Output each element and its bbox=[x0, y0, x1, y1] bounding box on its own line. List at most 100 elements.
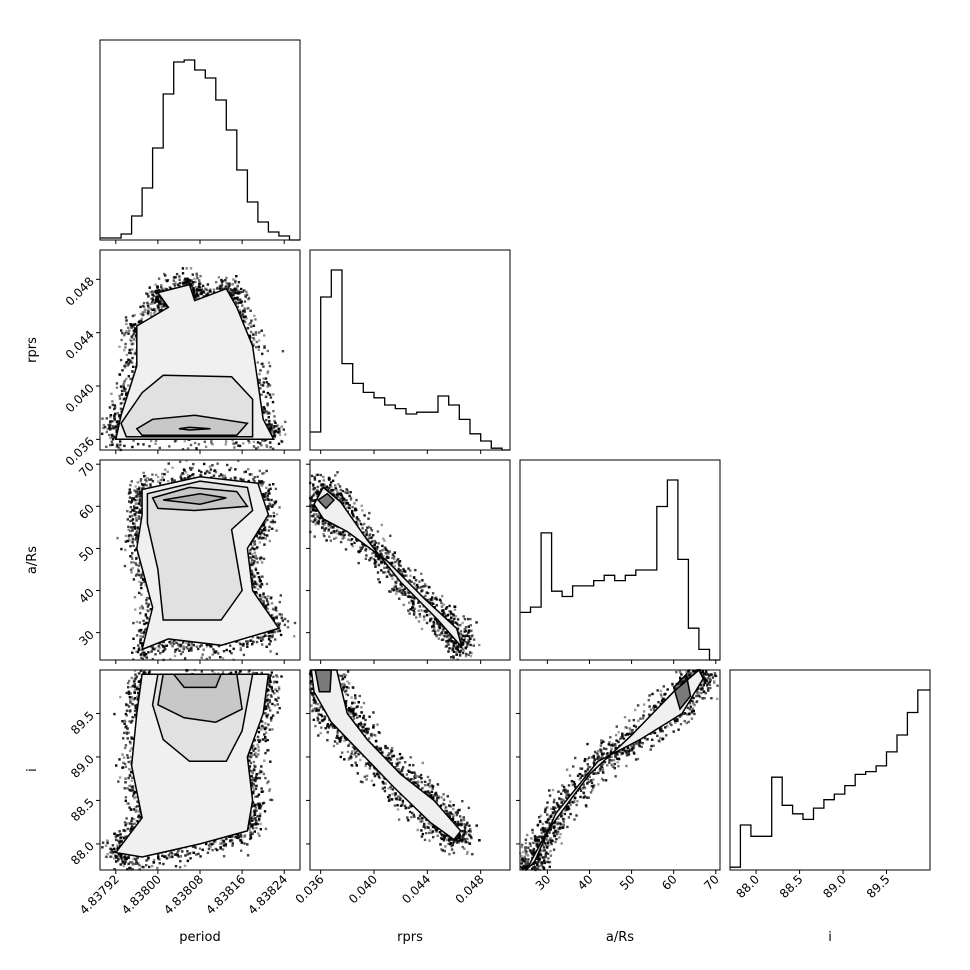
sample-point bbox=[198, 283, 201, 286]
sample-point bbox=[355, 764, 358, 767]
sample-point bbox=[437, 624, 441, 628]
sample-point bbox=[131, 566, 134, 570]
sample-point bbox=[179, 460, 182, 464]
sample-point bbox=[391, 553, 395, 556]
sample-point bbox=[354, 509, 357, 512]
sample-point bbox=[254, 777, 258, 781]
sample-point bbox=[242, 315, 245, 319]
sample-point bbox=[232, 647, 235, 650]
sample-point bbox=[185, 641, 188, 645]
sample-point bbox=[135, 491, 138, 494]
sample-point bbox=[185, 459, 188, 462]
sample-point bbox=[430, 617, 433, 620]
sample-point bbox=[466, 642, 470, 645]
sample-point bbox=[148, 670, 152, 673]
sample-point bbox=[437, 795, 440, 798]
sample-point bbox=[451, 818, 454, 821]
sample-point bbox=[386, 746, 389, 750]
sample-point bbox=[131, 445, 134, 449]
scatter-i-vs-ars bbox=[519, 668, 719, 872]
sample-point bbox=[367, 534, 370, 537]
sample-point bbox=[131, 776, 134, 779]
sample-point bbox=[350, 696, 353, 699]
sample-point bbox=[366, 762, 369, 765]
sample-point bbox=[183, 279, 186, 282]
sample-point bbox=[265, 714, 268, 718]
sample-point bbox=[124, 396, 127, 400]
sample-point bbox=[123, 746, 127, 750]
sample-point bbox=[349, 757, 352, 760]
sample-point bbox=[413, 582, 416, 585]
sample-point bbox=[253, 768, 256, 772]
sample-point bbox=[278, 431, 281, 434]
sample-point bbox=[129, 568, 133, 571]
sample-point bbox=[247, 670, 250, 674]
sample-point bbox=[113, 404, 117, 407]
sample-point bbox=[168, 851, 172, 855]
sample-point bbox=[253, 582, 256, 585]
sample-point bbox=[347, 744, 350, 747]
sample-point bbox=[256, 815, 259, 818]
sample-point bbox=[271, 714, 275, 717]
sample-point bbox=[462, 818, 466, 822]
sample-point bbox=[233, 446, 236, 449]
sample-point bbox=[407, 595, 411, 598]
sample-point bbox=[397, 768, 400, 771]
sample-point bbox=[434, 791, 438, 795]
sample-point bbox=[167, 462, 170, 465]
sample-point bbox=[427, 826, 430, 829]
sample-point bbox=[132, 857, 135, 860]
sample-point bbox=[319, 705, 322, 709]
sample-point bbox=[119, 358, 123, 362]
sample-point bbox=[190, 643, 193, 646]
sample-point bbox=[331, 479, 335, 482]
sample-point bbox=[429, 597, 432, 601]
sample-point bbox=[225, 276, 228, 280]
sample-point bbox=[428, 831, 431, 835]
sample-point bbox=[546, 860, 549, 864]
sample-point bbox=[258, 817, 261, 821]
sample-point bbox=[452, 641, 455, 645]
sample-point bbox=[164, 648, 167, 651]
sample-point bbox=[231, 290, 235, 294]
sample-point bbox=[171, 645, 174, 648]
sample-point bbox=[250, 781, 254, 784]
sample-point bbox=[138, 486, 141, 489]
sample-point bbox=[402, 603, 405, 607]
sample-point bbox=[252, 575, 255, 579]
sample-point bbox=[219, 846, 222, 850]
sample-point bbox=[256, 475, 259, 478]
sample-point bbox=[147, 858, 150, 861]
sample-point bbox=[116, 443, 119, 446]
sample-point bbox=[446, 838, 449, 842]
sample-point bbox=[659, 702, 663, 705]
contour-line bbox=[114, 283, 275, 441]
sample-point bbox=[371, 552, 374, 555]
sample-point bbox=[228, 840, 232, 843]
sample-point bbox=[279, 594, 282, 597]
sample-point bbox=[437, 622, 440, 625]
sample-point bbox=[136, 494, 139, 497]
sample-point bbox=[466, 631, 470, 635]
sample-point bbox=[277, 687, 281, 691]
sample-point bbox=[458, 836, 461, 840]
sample-point bbox=[313, 487, 316, 490]
sample-point bbox=[336, 732, 339, 735]
sample-point bbox=[255, 346, 258, 349]
sample-point bbox=[181, 448, 185, 451]
sample-point bbox=[193, 441, 197, 445]
sample-point bbox=[131, 868, 134, 871]
sample-point bbox=[548, 794, 552, 797]
sample-point bbox=[370, 779, 374, 782]
sample-point bbox=[452, 650, 456, 653]
sample-point bbox=[131, 541, 134, 544]
sample-point bbox=[148, 445, 151, 448]
sample-point bbox=[465, 641, 468, 644]
sample-point bbox=[197, 296, 201, 299]
sample-point bbox=[135, 563, 138, 567]
sample-point bbox=[396, 764, 399, 767]
sample-point bbox=[129, 510, 132, 514]
sample-point bbox=[453, 617, 456, 621]
sample-point bbox=[126, 802, 129, 805]
sample-point bbox=[169, 658, 172, 661]
